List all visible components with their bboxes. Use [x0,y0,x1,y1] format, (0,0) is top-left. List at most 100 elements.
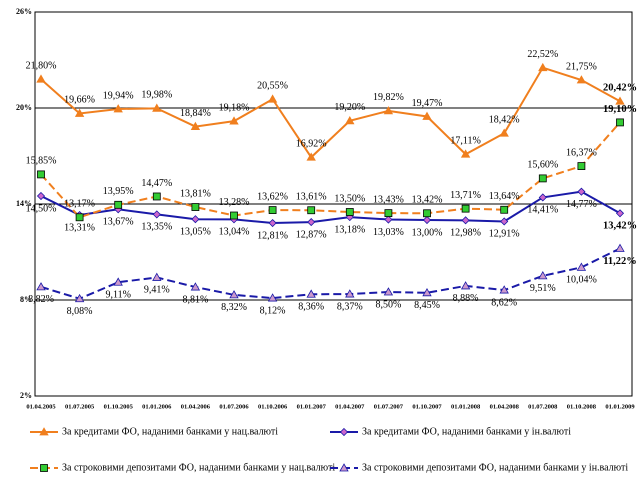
marker [383,287,394,296]
marker [152,103,162,112]
marker [191,203,200,211]
marker [345,289,355,298]
data-label: 21,80% [26,60,57,71]
marker [190,121,201,130]
marker [229,116,239,125]
data-label: 18,42% [489,115,520,126]
marker [538,174,547,183]
data-label: 13,17% [64,199,95,210]
data-label: 12,91% [489,229,520,240]
legend-label: За строковими депозитами ФО, наданими ба… [362,462,628,473]
data-label: 8,12% [260,305,286,316]
data-label: 18,84% [180,108,211,119]
marker [499,285,509,294]
data-label: 10,04% [566,275,597,286]
marker [384,209,393,218]
x-tick-label: 01.04.2008 [490,403,520,410]
data-label: 14,77% [566,199,597,210]
marker [615,243,625,252]
marker [422,215,432,225]
data-label: 8,82% [28,294,54,305]
legend-marker [339,463,349,472]
data-label: 14,50% [26,203,57,214]
data-label: 13,03% [373,227,404,238]
data-label: 8,50% [375,299,401,310]
marker [460,281,471,290]
marker [307,218,316,227]
data-label: 16,37% [566,147,597,158]
data-label: 13,71% [450,190,481,201]
marker [306,289,316,298]
marker [113,104,123,113]
marker [267,293,278,302]
data-label: 13,05% [180,226,211,237]
marker [190,282,201,291]
data-label: 8,62% [491,297,517,308]
marker [576,262,587,271]
x-tick-label: 01.01.2009 [605,403,635,410]
legend-marker [39,427,49,436]
marker [74,108,85,117]
x-tick-label: 01.01.2007 [297,403,327,410]
data-label: 19,47% [412,98,443,109]
data-label: 19,20% [334,102,365,113]
marker [229,290,239,299]
marker [538,271,548,280]
x-tick-label: 01.01.2006 [142,403,172,410]
data-label: 19,10% [603,104,637,115]
marker [230,211,238,220]
x-tick-label: 01.01.2008 [451,403,481,410]
series-line [40,121,621,219]
data-label: 13,42% [412,195,443,206]
data-label: 8,08% [67,306,93,317]
data-label: 13,28% [219,197,250,208]
marker [616,118,624,127]
marker [461,204,470,213]
data-label: 8,36% [298,302,324,313]
x-tick-label: 01.07.2005 [65,403,95,410]
x-tick-label: 01.10.2007 [412,403,442,410]
y-tick-label: 20% [16,103,32,112]
marker [345,208,354,216]
x-tick-label: 01.04.2006 [181,403,211,410]
marker [306,152,316,161]
data-label: 19,18% [219,102,250,113]
data-label: 8,32% [221,302,247,313]
data-label: 16,92% [296,139,327,150]
data-label: 13,61% [296,192,327,203]
marker [345,115,355,125]
marker [500,217,509,226]
data-label: 8,88% [453,293,479,304]
y-tick-label: 26% [16,7,32,16]
data-label: 13,64% [489,191,520,202]
data-label: 19,98% [141,90,172,101]
data-label: 12,81% [257,230,288,241]
data-label: 20,42% [603,83,637,94]
data-label: 8,37% [337,301,363,312]
x-tick-label: 01.07.2007 [374,403,404,410]
marker [538,62,548,72]
legend-marker [40,464,48,472]
marker [461,216,470,225]
x-tick-label: 01.04.2005 [26,403,56,410]
data-label: 13,95% [103,186,134,197]
marker [268,218,277,228]
marker [74,293,85,303]
marker [615,209,625,218]
data-label: 14,41% [527,205,558,216]
data-label: 13,04% [219,227,250,238]
series-line [40,247,621,300]
legend-label: За кредитами ФО, наданими банками у нац.… [62,426,278,437]
data-label: 14,47% [141,178,172,189]
data-label: 8,81% [182,294,208,305]
data-label: 19,82% [373,92,404,103]
marker [422,287,432,297]
data-label: 19,66% [64,95,95,106]
series-line [40,190,621,225]
data-label: 22,52% [527,49,558,60]
marker [75,213,84,222]
y-tick-label: 8% [20,295,32,304]
data-label: 13,42% [603,221,637,232]
marker [307,206,316,215]
